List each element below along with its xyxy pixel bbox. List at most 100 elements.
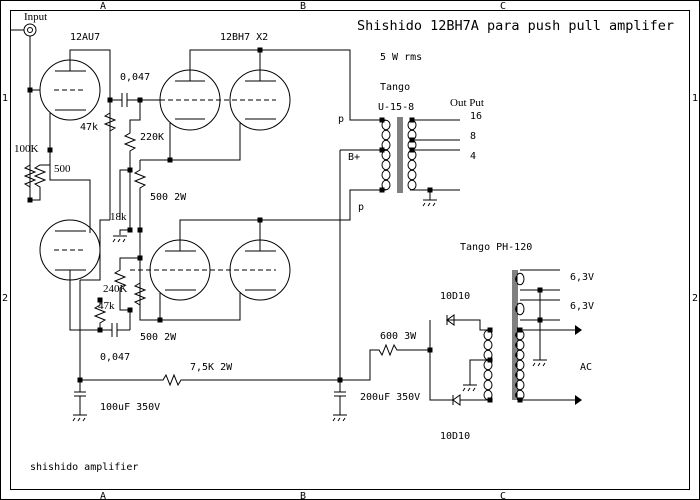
- junction-dot: [27, 87, 33, 93]
- coil-turn: [381, 149, 391, 161]
- label-ot-brand: Tango: [380, 82, 410, 93]
- coil-turn: [515, 272, 525, 286]
- label-500-2w-bottom: 500 2W: [140, 332, 177, 343]
- coil-turn: [515, 349, 525, 361]
- grid-row-1-left: 1: [2, 93, 8, 104]
- coil-turn: [407, 159, 417, 171]
- footer-label: shishido amplifier: [30, 462, 138, 473]
- grid-col-c-top: C: [500, 1, 506, 12]
- coil-turn: [515, 379, 525, 391]
- grid-col-a-top: A: [100, 1, 106, 12]
- junction-dot: [427, 187, 433, 193]
- coil-turn: [381, 169, 391, 181]
- label-ac: AC: [580, 362, 592, 373]
- grid-col-a-bottom: A: [100, 491, 106, 500]
- junction-dot: [137, 255, 143, 261]
- junction-dot: [27, 197, 33, 203]
- coil-turn: [381, 179, 391, 191]
- junction-dot: [97, 327, 103, 333]
- label-47k-top: 47k: [80, 122, 98, 133]
- junction-dot: [107, 97, 113, 103]
- capacitor-0047-top: [103, 93, 160, 132]
- tube-12bh7-bottom-pair: [130, 189, 382, 321]
- tube-12au7-top: [30, 49, 111, 233]
- resistor-100k: [23, 150, 51, 201]
- label-p-top: p: [338, 114, 344, 125]
- label-tap-8: 8: [470, 131, 476, 142]
- junction-dot: [77, 377, 83, 383]
- coil-turn: [407, 179, 417, 191]
- label-c-0047-top: 0,047: [120, 72, 150, 83]
- resistor-220k: [112, 100, 147, 300]
- junction-dot: [257, 47, 263, 53]
- coil-turn: [381, 139, 391, 151]
- junction-dot: [517, 327, 523, 333]
- junction-dot: [409, 117, 415, 123]
- coil-turn: [515, 359, 525, 371]
- label-power: 5 W rms: [380, 52, 422, 63]
- grid-col-b-top: B: [300, 1, 306, 12]
- input-jack: [10, 23, 37, 200]
- phase-network-bottom: [93, 257, 140, 337]
- grid-row-2-right: 2: [692, 293, 698, 304]
- junction-dot: [167, 157, 173, 163]
- label-heater-1: 6,3V: [570, 272, 594, 283]
- coil-turn: [483, 339, 493, 351]
- label-bplus: B+: [348, 152, 360, 163]
- tube-12bh7-top-pair: [140, 49, 382, 161]
- junction-dot: [537, 317, 543, 323]
- coil-turn: [381, 119, 391, 131]
- junction-dot: [137, 227, 143, 233]
- tube-label-12au7: 12AU7: [70, 32, 100, 43]
- junction-dot: [487, 357, 493, 363]
- label-100uf: 100uF 350V: [100, 402, 160, 413]
- label-500: 500: [54, 163, 71, 175]
- junction-dot: [97, 297, 103, 303]
- output-transformer: [381, 117, 460, 207]
- junction-dot: [379, 147, 385, 153]
- label-ot-model: U-15-8: [378, 102, 414, 113]
- junction-dot: [409, 137, 415, 143]
- junction-dot: [379, 187, 385, 193]
- tube-12au7-bottom: [39, 219, 110, 380]
- label-47k-bottom: 47k: [98, 300, 115, 312]
- coil-turn: [381, 159, 391, 171]
- coil-turn: [407, 169, 417, 181]
- junction-dot: [127, 227, 133, 233]
- label-100k: 100K: [14, 143, 39, 155]
- grid-row-1-right: 1: [692, 93, 698, 104]
- label-heater-2: 6,3V: [570, 301, 594, 312]
- label-output: Out Put: [450, 97, 484, 109]
- label-200uf: 200uF 350V: [360, 392, 420, 403]
- label-tap-4: 4: [470, 151, 476, 162]
- power-transformer: [340, 269, 582, 406]
- tube-label-12bh7: 12BH7 X2: [220, 32, 268, 43]
- coil-turn: [381, 129, 391, 141]
- label-500-2w-top: 500 2W: [150, 192, 187, 203]
- label-diode-1: 10D10: [440, 291, 470, 302]
- coil-turn: [515, 369, 525, 381]
- grid-col-c-bottom: C: [500, 491, 506, 500]
- grid-row-2-left: 2: [2, 293, 8, 304]
- grid-col-b-bottom: B: [300, 491, 306, 500]
- label-pt: Tango PH-120: [460, 242, 532, 253]
- label-7k5-2w: 7,5K 2W: [190, 362, 233, 373]
- coil-turn: [483, 379, 493, 391]
- junction-dot: [487, 327, 493, 333]
- junction-dot: [257, 217, 263, 223]
- junction-dot: [137, 97, 143, 103]
- coil-turn: [515, 302, 525, 316]
- junction-dot: [517, 397, 523, 403]
- label-tap-16: 16: [470, 111, 482, 122]
- junction-dot: [537, 287, 543, 293]
- label-600-3w: 600 3W: [380, 331, 417, 342]
- label-240k: 240K: [103, 283, 128, 295]
- junction-dot: [157, 317, 163, 323]
- schematic-title: Shishido 12BH7A para push pull amplifer: [357, 18, 674, 34]
- junction-dot: [337, 377, 343, 383]
- junction-dot: [427, 347, 433, 353]
- junction-dot: [127, 167, 133, 173]
- junction-dot: [487, 397, 493, 403]
